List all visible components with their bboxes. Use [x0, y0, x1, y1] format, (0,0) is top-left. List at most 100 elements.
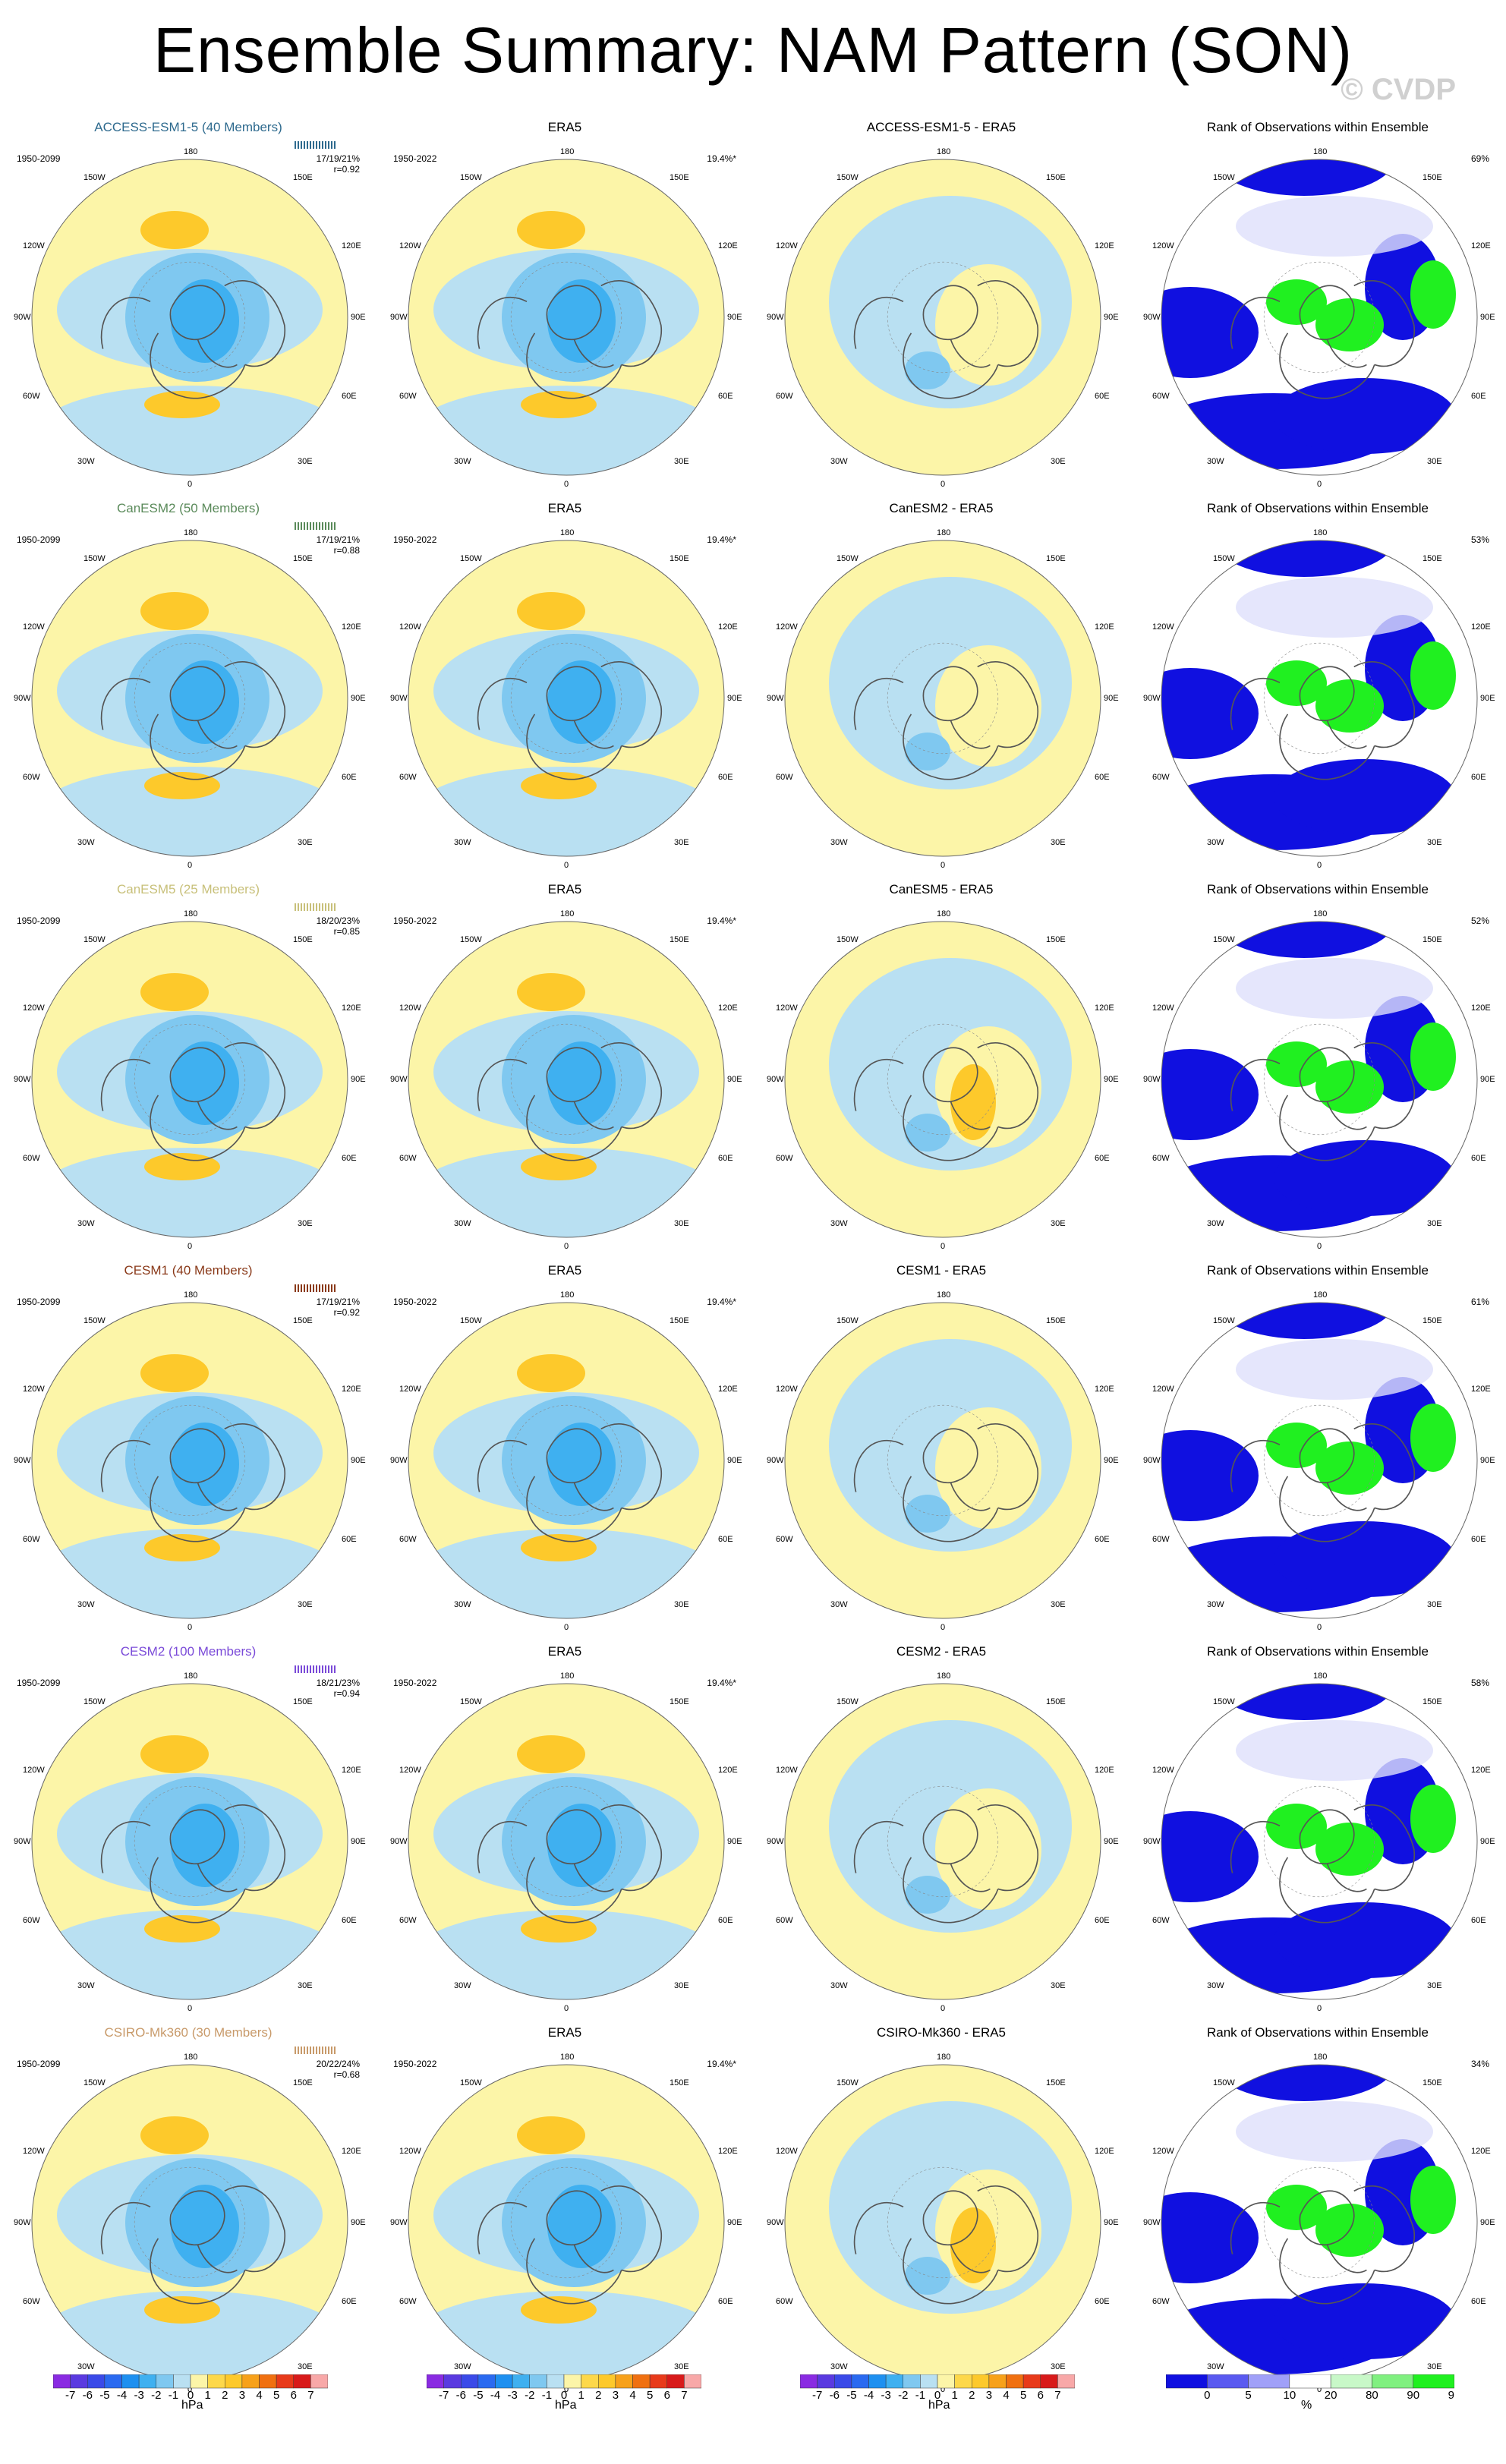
grid-label-lower-left: 30W: [77, 1219, 95, 1228]
map-boundary: [784, 921, 1101, 1238]
grid-label-lower-left: 30W: [77, 838, 95, 847]
hpa-colorbar-swatch: [207, 2374, 225, 2389]
rank-colorbar-tick: 0: [1204, 2389, 1210, 2400]
rank-colorbar-swatch: [1289, 2374, 1331, 2389]
grid-label-lower-right: 30E: [1051, 838, 1066, 847]
coastline: [950, 1863, 991, 1892]
model-correlation: r=0.68: [333, 2069, 360, 2080]
ensemble-spread-icon: [295, 1284, 336, 1292]
rank-low-region: [1274, 1140, 1456, 1216]
map-boundary: [31, 921, 348, 1238]
diff-panel-title: CESM1 - ERA5: [896, 1263, 987, 1278]
diff-panel: 180 0 150W 150E 120W 120E 90W 90E 60W 60E 30W 30E CE…: [753, 1263, 1130, 1643]
hpa-colorbar-swatch: [529, 2374, 547, 2389]
coastline: [1279, 1857, 1375, 1924]
grid-label-lower-right: 30E: [298, 838, 313, 847]
grid-label-bottom: 0: [1317, 861, 1322, 870]
hpa-colorbar-swatch: [684, 2374, 702, 2389]
hpa-colorbar-swatch: [598, 2374, 616, 2389]
grid-label-mid-lower-right: 60E: [718, 1535, 733, 1544]
grid-label-lower-left: 30W: [77, 1600, 95, 1609]
rank-low-region: [1161, 1811, 1259, 1902]
grid-label-left: 90W: [1143, 1456, 1161, 1465]
positive-anomaly: [521, 1534, 597, 1561]
grid-label-upper-left: 150W: [83, 554, 106, 563]
coastline: [977, 661, 1039, 748]
grid-label-left: 90W: [767, 313, 784, 322]
coastline: [922, 1047, 978, 1102]
coastline: [100, 296, 151, 349]
model-panel-title: CSIRO-Mk360 (30 Members): [104, 2025, 273, 2040]
grid-label-upper-right: 150E: [293, 1697, 313, 1706]
model-stats: 17/19/21% r=0.92: [317, 153, 360, 175]
coastline: [197, 2244, 238, 2273]
grid-label-lower-left: 30W: [1207, 1219, 1224, 1228]
grid-label-bottom: 0: [564, 2385, 569, 2394]
rank-high-region: [1266, 1804, 1327, 1849]
hpa-colorbar-tick: 1: [204, 2389, 210, 2400]
grid-label-mid-lower-left: 60W: [1152, 1535, 1170, 1544]
coastline: [169, 285, 225, 340]
coastline: [950, 339, 991, 368]
rank-map: [1161, 159, 1478, 476]
coastline: [169, 1809, 225, 1864]
hpa-colorbar-tick: -5: [473, 2389, 483, 2400]
hpa-colorbar-swatch: [512, 2374, 530, 2389]
rank-panel-title: Rank of Observations within Ensemble: [1207, 120, 1429, 134]
grid-label-top: 180: [1313, 909, 1328, 918]
diff-panel: 180 0 150W 150E 120W 120E 90W 90E 60W 60E 30W 30E Ca…: [753, 501, 1130, 881]
hpa-colorbar-swatches: -7 -6 -5 -4 -3 -2 -1 0 1 2 3 4 5 6 7: [799, 2374, 1076, 2402]
diff-panel-title: CSIRO-Mk360 - ERA5: [876, 2025, 1007, 2040]
hpa-colorbar-tick: -1: [169, 2389, 178, 2400]
negative-anomaly-core: [171, 1423, 239, 1506]
coastline: [950, 1482, 991, 1511]
grid-label-lower-right: 30E: [298, 1600, 313, 1609]
rank-map: [1161, 2064, 1478, 2381]
grid-label-mid-upper-left: 120W: [1152, 241, 1174, 250]
grid-label-lower-left: 30W: [454, 1600, 471, 1609]
hpa-colorbar-unit: hPa: [928, 2399, 950, 2412]
obs-map: [408, 1683, 725, 2000]
negative-anomaly-core: [547, 1423, 616, 1506]
grid-label-mid-lower-right: 60E: [1471, 2297, 1486, 2306]
grid-label-mid-lower-left: 60W: [399, 1916, 417, 1925]
hpa-colorbar-tick: -5: [846, 2389, 856, 2400]
hpa-colorbar-swatch: [461, 2374, 479, 2389]
coastline: [224, 2185, 286, 2273]
grid-label-mid-upper-right: 120E: [342, 1004, 361, 1013]
hpa-colorbar-swatch: [443, 2374, 462, 2389]
hpa-colorbar-tick: 1: [951, 2389, 957, 2400]
hpa-colorbar-swatch: [121, 2374, 140, 2389]
coastline: [150, 1095, 246, 1161]
grid-label-mid-upper-right: 120E: [1471, 622, 1491, 632]
grid-label-top: 180: [937, 1290, 951, 1300]
grid-label-bottom: 0: [940, 480, 946, 489]
grid-label-lower-right: 30E: [298, 457, 313, 466]
model-map: [31, 921, 348, 1238]
coastline: [1279, 1476, 1375, 1542]
rank-panel: 180 0 150W 150E 120W 120E 90W 90E 60W 60E 30W 30E Ra…: [1130, 1263, 1506, 1643]
grid-label-mid-lower-left: 60W: [23, 392, 40, 401]
hpa-colorbar-swatch: [310, 2374, 329, 2389]
grid-label-mid-upper-left: 120W: [399, 2147, 421, 2156]
hpa-colorbar-swatches: -7 -6 -5 -4 -3 -2 -1 0 1 2 3 4 5 6 7: [426, 2374, 702, 2402]
grid-label-bottom: 0: [187, 480, 193, 489]
rank-colorbar-swatch: [1372, 2374, 1413, 2389]
grid-label-lower-left: 30W: [830, 2362, 848, 2371]
hpa-colorbar-tick: 3: [613, 2389, 619, 2400]
grid-label-right: 90E: [351, 313, 366, 322]
grid-label-lower-right: 30E: [1427, 1600, 1442, 1609]
coastline: [1279, 332, 1375, 399]
grid-label-upper-left: 150W: [836, 935, 859, 944]
coastline: [600, 661, 663, 748]
grid-label-mid-upper-left: 120W: [399, 241, 421, 250]
negative-anomaly-core: [547, 279, 616, 363]
diff-map: [784, 1302, 1101, 1619]
grid-label-lower-left: 30W: [1207, 457, 1224, 466]
hpa-colorbar: -7 -6 -5 -4 -3 -2 -1 0 1 2 3 4 5 6 7 hPa: [426, 2374, 702, 2450]
hpa-colorbar-swatch: [241, 2374, 260, 2389]
coastline: [169, 1428, 225, 1483]
rank-low-region: [1274, 2283, 1456, 2359]
grid-label-bottom: 0: [187, 1242, 193, 1251]
rank-high-region: [1410, 1404, 1456, 1472]
